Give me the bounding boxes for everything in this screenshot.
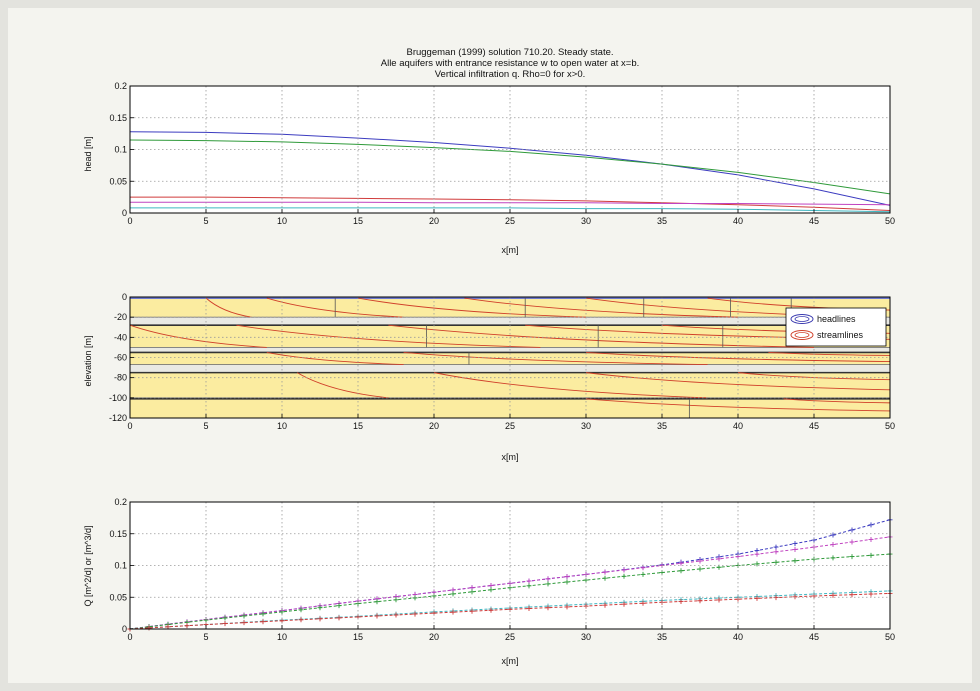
elevation-ylabel: elevation [m] [83,335,93,386]
x-tick-label: 10 [277,632,287,642]
y-tick-label: 0 [122,624,127,634]
y-tick-label: 0.15 [109,113,127,123]
y-tick-label: -120 [109,413,127,423]
x-tick-label: 45 [809,421,819,431]
flow-xlabel: x[m] [502,656,519,666]
title-line-1: Bruggeman (1999) solution 710.20. Steady… [406,47,613,58]
x-tick-label: 5 [203,421,208,431]
legend-streamlines-label: streamlines [817,330,864,340]
head-ylabel: head [m] [83,136,93,171]
x-tick-label: 50 [885,421,895,431]
x-tick-label: 30 [581,216,591,226]
x-tick-label: 10 [277,421,287,431]
x-tick-label: 25 [505,216,515,226]
title-line-3: Vertical infiltration q. Rho=0 for x>0. [435,69,586,80]
x-tick-label: 35 [657,216,667,226]
x-tick-label: 35 [657,421,667,431]
elevation-xlabel: x[m] [502,452,519,462]
x-tick-label: 25 [505,421,515,431]
x-tick-label: 35 [657,632,667,642]
x-tick-label: 40 [733,632,743,642]
x-tick-label: 40 [733,421,743,431]
flow-axes: 0 5 10 15 20 25 30 35 40 45 50 0 0.05 0.1 0.15 0.2 Q [m… [83,497,895,666]
elevation-axes: 0 5 10 15 20 25 30 35 40 45 50 0 -20 -40 -60 -80 -100 -12… [83,292,895,462]
y-tick-label: 0.15 [109,529,127,539]
y-tick-label: -40 [114,332,127,342]
x-tick-label: 20 [429,632,439,642]
flow-ylabel: Q [m^2/d] or [m^3/d] [83,526,93,607]
x-tick-label: 0 [127,632,132,642]
x-tick-label: 50 [885,632,895,642]
y-tick-label: 0.1 [114,561,127,571]
aquifer-layer [130,325,890,347]
y-tick-label: -100 [109,393,127,403]
x-tick-label: 50 [885,216,895,226]
x-tick-label: 20 [429,421,439,431]
figure-title: Bruggeman (1999) solution 710.20. Steady… [381,47,640,80]
legend-headlines-label: headlines [817,314,856,324]
figure-canvas: Bruggeman (1999) solution 710.20. Steady… [8,8,972,683]
y-tick-label: 0.05 [109,176,127,186]
y-tick-label: 0.2 [114,497,127,507]
x-tick-label: 30 [581,632,591,642]
y-tick-label: -20 [114,312,127,322]
x-tick-label: 15 [353,216,363,226]
figure-window: Bruggeman (1999) solution 710.20. Steady… [8,8,972,683]
x-tick-label: 15 [353,421,363,431]
y-tick-label: 0 [122,208,127,218]
x-tick-label: 15 [353,632,363,642]
x-tick-label: 10 [277,216,287,226]
x-tick-label: 45 [809,632,819,642]
head-axes: 0 5 10 15 20 25 30 35 40 45 50 0 0.05 0.1 0.15 0.2 head… [83,81,895,255]
x-tick-label: 25 [505,632,515,642]
x-tick-label: 0 [127,421,132,431]
y-tick-label: 0.1 [114,145,127,155]
x-tick-label: 45 [809,216,819,226]
x-tick-label: 30 [581,421,591,431]
y-tick-label: -60 [114,353,127,363]
x-tick-label: 5 [203,216,208,226]
x-tick-label: 40 [733,216,743,226]
x-tick-label: 20 [429,216,439,226]
head-xlabel: x[m] [502,245,519,255]
x-tick-label: 0 [127,216,132,226]
y-tick-label: 0.2 [114,81,127,91]
y-tick-label: 0 [122,292,127,302]
title-line-2: Alle aquifers with entrance resistance w… [381,58,640,69]
y-tick-label: 0.05 [109,592,127,602]
y-tick-label: -80 [114,373,127,383]
x-tick-label: 5 [203,632,208,642]
